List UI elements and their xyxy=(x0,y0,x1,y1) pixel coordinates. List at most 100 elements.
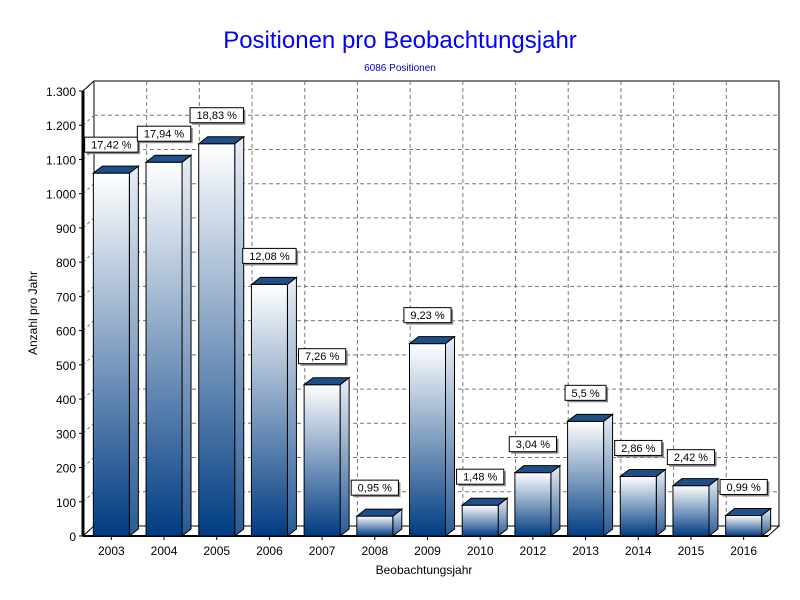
gridline-side xyxy=(82,251,95,263)
bar-top xyxy=(671,478,720,487)
data-label: 0,95 % xyxy=(358,483,392,495)
bar-side xyxy=(181,154,192,538)
y-tick-label: 500 xyxy=(56,359,76,373)
bar-top xyxy=(144,154,193,163)
x-tick-label: 2010 xyxy=(467,544,494,558)
data-label: 17,42 % xyxy=(91,140,132,152)
bar-top xyxy=(91,165,140,174)
data-label: 0,99 % xyxy=(727,482,761,494)
bar-front xyxy=(303,384,341,537)
bar-side xyxy=(234,135,245,538)
bar-side xyxy=(603,413,614,538)
bar-2016 xyxy=(724,507,773,538)
bar-front xyxy=(92,172,130,537)
gridline-side xyxy=(82,286,95,297)
y-axis-top-edge xyxy=(82,80,95,92)
bar-top xyxy=(302,377,351,386)
y-tick-label: 600 xyxy=(56,325,76,339)
bar-side xyxy=(128,165,139,538)
gridline-side xyxy=(82,388,95,400)
data-label-box xyxy=(350,479,399,496)
bar-front xyxy=(145,161,183,537)
bar-side xyxy=(286,276,297,538)
data-label: 17,94 % xyxy=(144,129,185,141)
bar-top xyxy=(460,497,509,506)
data-label-box xyxy=(403,307,452,324)
x-tick-label: 2014 xyxy=(625,544,652,558)
bar-front xyxy=(619,475,657,537)
gridline-side xyxy=(82,320,95,331)
x-tick-label: 2005 xyxy=(203,544,230,558)
x-tick-label: 2003 xyxy=(98,544,125,558)
bar-top xyxy=(724,507,773,516)
data-label-box xyxy=(136,125,192,142)
bar-front xyxy=(725,514,763,537)
bar-front xyxy=(514,472,552,537)
bar-side xyxy=(550,464,561,538)
data-label: 18,83 % xyxy=(197,110,238,122)
x-tick-label: 2008 xyxy=(361,544,388,558)
gridline-side xyxy=(82,354,95,366)
x-tick-label: 2004 xyxy=(151,544,178,558)
bar-2008 xyxy=(355,508,404,538)
gridline-side xyxy=(82,422,95,434)
bar-top xyxy=(197,136,246,145)
y-tick-label: 100 xyxy=(56,496,76,510)
data-label: 5,5 % xyxy=(572,388,600,400)
gridline-side xyxy=(82,457,95,468)
y-axis-label: Anzahl pro Jahr xyxy=(26,271,40,355)
data-label-box xyxy=(666,449,716,466)
data-label: 9,23 % xyxy=(410,310,444,322)
y-tick-label: 1.000 xyxy=(46,188,76,202)
bar-front xyxy=(672,485,710,537)
bar-2010 xyxy=(460,497,509,538)
bar-2005 xyxy=(197,135,246,538)
y-tick-label: 200 xyxy=(56,462,76,476)
chart-subtitle: 6086 Positionen xyxy=(364,63,436,74)
y-tick-label: 0 xyxy=(69,530,76,544)
data-label: 12,08 % xyxy=(249,251,290,263)
bar-2013 xyxy=(566,413,615,538)
y-tick-label: 900 xyxy=(56,222,76,236)
x-tick-label: 2016 xyxy=(730,544,757,558)
data-label-box xyxy=(189,107,244,124)
gridline-side xyxy=(82,217,95,229)
y-tick-label: 1.300 xyxy=(46,85,76,99)
gridline-side xyxy=(82,491,95,503)
x-tick-label: 2015 xyxy=(678,544,705,558)
bar-2003 xyxy=(91,165,140,538)
bar-front xyxy=(409,343,446,537)
data-label: 7,26 % xyxy=(305,351,339,363)
bar-2014 xyxy=(618,468,667,538)
data-label-box xyxy=(508,436,557,453)
bar-front xyxy=(461,504,499,537)
chart-title: Positionen pro Beobachtungsjahr xyxy=(223,27,577,54)
y-tick-label: 1.200 xyxy=(46,119,76,133)
y-tick-label: 400 xyxy=(56,393,76,407)
bar-front xyxy=(250,283,288,537)
data-label-box xyxy=(298,348,347,365)
y-tick-label: 800 xyxy=(56,256,76,270)
bar-top xyxy=(566,413,615,422)
gridline-side xyxy=(82,183,95,195)
bar-side xyxy=(339,376,350,538)
bar-2006 xyxy=(249,276,298,538)
bar-side xyxy=(445,335,455,538)
bar-front xyxy=(198,143,236,537)
bar-2015 xyxy=(671,477,720,538)
bar-top xyxy=(513,465,562,474)
data-label-box xyxy=(84,136,139,153)
y-tick-label: 700 xyxy=(56,290,76,304)
bar-top xyxy=(249,276,298,285)
y-tick-label: 1.100 xyxy=(46,153,76,167)
y-tick-label: 300 xyxy=(56,427,76,441)
data-label-box xyxy=(242,247,297,264)
data-label: 1,48 % xyxy=(463,472,497,484)
x-tick-label: 2007 xyxy=(309,544,336,558)
data-label-box xyxy=(719,478,768,495)
data-label: 3,04 % xyxy=(516,439,550,451)
bar-top xyxy=(355,508,404,517)
x-tick-label: 2013 xyxy=(572,544,599,558)
bar-top xyxy=(618,468,667,477)
